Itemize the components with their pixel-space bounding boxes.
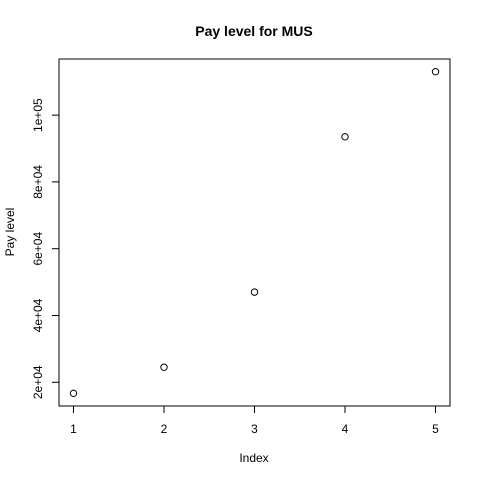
data-points (69, 67, 440, 398)
data-point (160, 363, 168, 371)
x-tick-label: 2 (161, 422, 168, 436)
plot-frame (58, 58, 451, 407)
data-point (250, 288, 259, 296)
x-tick-label: 4 (342, 422, 349, 436)
y-tick-label: 2e+04 (31, 365, 45, 399)
x-axis: 1 2 3 4 5 (70, 406, 439, 436)
x-axis-label: Index (239, 451, 268, 465)
chart-title: Pay level for MUS (195, 23, 313, 39)
data-point (69, 389, 78, 398)
data-point (431, 67, 440, 76)
x-tick-label: 5 (432, 422, 439, 436)
x-tick-label: 1 (70, 422, 77, 436)
y-tick-label: 1e+05 (31, 98, 45, 132)
data-point (341, 133, 349, 141)
y-axis: 2e+04 4e+04 6e+04 8e+04 1e+05 (31, 98, 59, 399)
y-tick-label: 8e+04 (31, 165, 45, 199)
y-tick-label: 6e+04 (31, 232, 45, 266)
y-axis-label: Pay level (3, 208, 17, 257)
x-tick-label: 3 (251, 422, 258, 436)
y-tick-label: 4e+04 (31, 298, 45, 332)
